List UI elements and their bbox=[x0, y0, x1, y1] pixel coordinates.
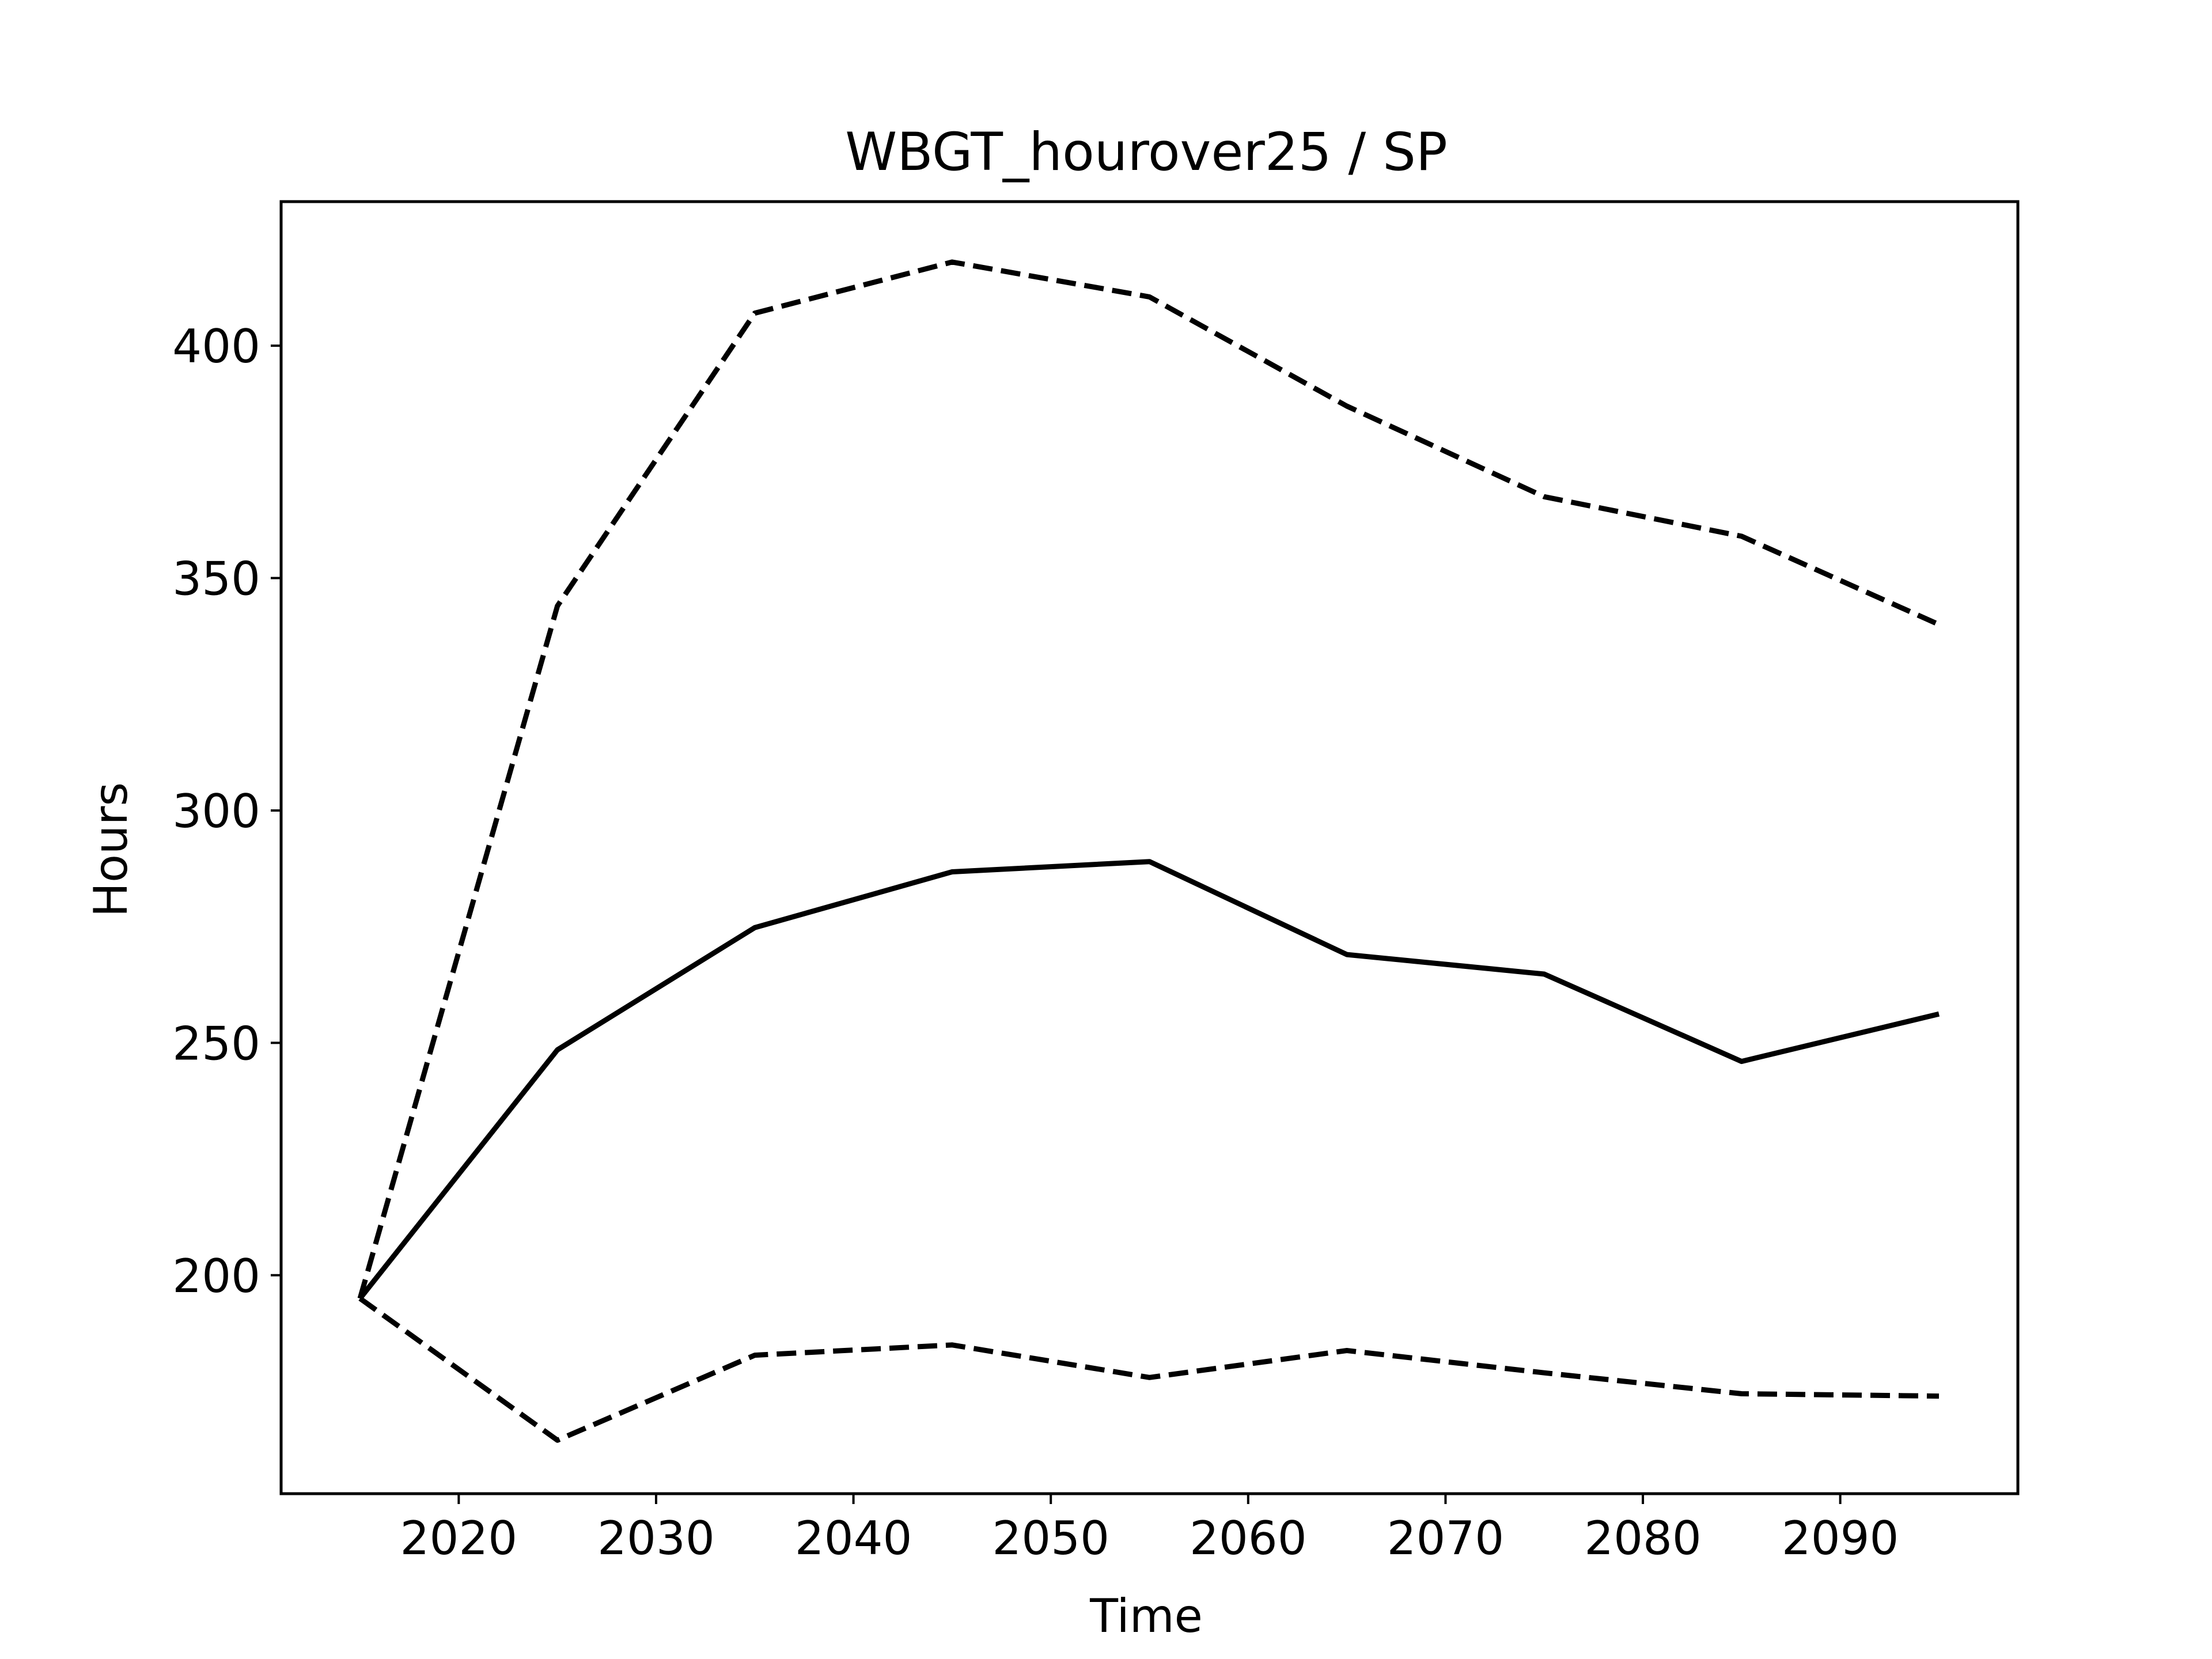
x-tick-label: 2090 bbox=[1782, 1512, 1899, 1565]
series-line-lower-bound bbox=[358, 1296, 1940, 1443]
x-tick-label: 2060 bbox=[1190, 1512, 1307, 1565]
x-tick-label: 2070 bbox=[1387, 1512, 1505, 1565]
y-axis-label: Hours bbox=[84, 782, 138, 917]
plot-area bbox=[281, 202, 2018, 1494]
y-tick-label: 300 bbox=[172, 785, 260, 838]
series-layer bbox=[357, 259, 1940, 1443]
x-tick-label: 2030 bbox=[597, 1512, 715, 1565]
x-tick-label: 2080 bbox=[1584, 1512, 1702, 1565]
tick-layer: 2020 2030 2040 2050 2060 2070 2080 2090 200 250 30… bbox=[172, 320, 1899, 1565]
y-tick-label: 250 bbox=[172, 1017, 260, 1070]
x-tick-label: 2040 bbox=[795, 1512, 912, 1565]
chart-title: WBGT_hourover25 / SP bbox=[845, 122, 1447, 183]
x-axis-label: Time bbox=[1089, 1589, 1203, 1643]
series-line-upper-bound bbox=[357, 259, 1940, 1300]
y-tick-label: 400 bbox=[172, 320, 260, 373]
y-tick-label: 200 bbox=[172, 1249, 260, 1303]
plot-frame bbox=[279, 200, 2020, 1495]
x-tick-label: 2050 bbox=[992, 1512, 1109, 1565]
series-line-median bbox=[358, 859, 1940, 1300]
y-tick-label: 350 bbox=[172, 552, 260, 606]
x-tick-label: 2020 bbox=[400, 1512, 518, 1565]
